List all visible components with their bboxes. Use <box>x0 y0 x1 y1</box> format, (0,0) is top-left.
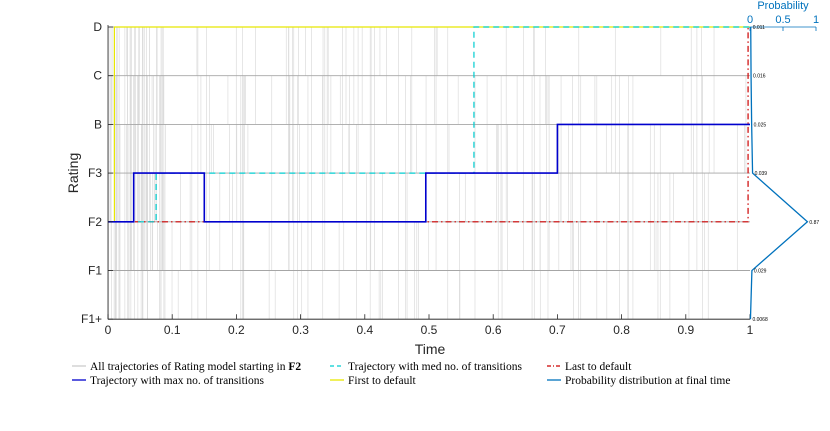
x-axis-title: Time <box>415 341 446 357</box>
legend-label: Trajectory with med no. of transitions <box>348 361 522 373</box>
probability-value-label: 0.87 <box>809 220 819 226</box>
legend-label: All trajectories of Rating model startin… <box>90 361 301 373</box>
y-tick-label: F3 <box>88 166 102 180</box>
legend-label-prefix: All trajectories of Rating model startin… <box>90 361 288 373</box>
legend-label-start-state: F2 <box>288 361 301 373</box>
probability-value-label: 0.029 <box>754 269 767 275</box>
trajectory-line <box>108 26 750 223</box>
trajectory-line <box>108 123 750 223</box>
x-tick-label: 0.9 <box>677 323 694 337</box>
x-tick-label: 0.6 <box>485 323 502 337</box>
x-tick-label: 0.8 <box>613 323 630 337</box>
legend-label: Trajectory with max no. of transitions <box>90 375 264 387</box>
probability-value-label: 0.0068 <box>752 317 768 323</box>
probability-tick-label: 0 <box>747 14 753 26</box>
y-tick-label: F2 <box>88 215 102 229</box>
probability-tick-label: 0.5 <box>775 14 790 26</box>
probability-axis-title: Probability <box>757 0 809 12</box>
x-tick-label: 0.2 <box>228 323 245 337</box>
x-tick-label: 0.5 <box>421 323 438 337</box>
probability-value-label: 0.025 <box>754 122 767 128</box>
probability-value-label: 0.016 <box>753 74 766 80</box>
probability-panel: Probability 0 0.5 1 0.0068 0.029 0.87 0.039 0.0… <box>747 0 819 323</box>
y-tick-label: D <box>93 20 102 34</box>
y-tick-label: F1+ <box>81 312 102 326</box>
y-tick-label: C <box>93 69 102 83</box>
probability-value-label: 0.011 <box>753 25 765 31</box>
x-tick-label: 0.4 <box>356 323 373 337</box>
x-tick-label: 0.1 <box>164 323 181 337</box>
y-axis-title: Rating <box>65 153 81 193</box>
legend-label: First to default <box>348 375 417 387</box>
trajectory-line <box>108 26 750 223</box>
x-tick-label: 0 <box>105 323 112 337</box>
x-tick-label: 0.7 <box>549 323 566 337</box>
x-tick-label: 0.3 <box>292 323 309 337</box>
axes: 0 0.1 0.2 0.3 0.4 0.5 0.6 0.7 0.8 0.9 1 F1+ F1 F2 F3 B C… <box>81 20 754 337</box>
legend-label: Probability distribution at final time <box>565 375 730 387</box>
probability-tick-label: 1 <box>813 14 819 26</box>
y-tick-label: F1 <box>88 264 102 278</box>
y-tick-label: B <box>94 117 102 131</box>
legend: All trajectories of Rating model startin… <box>72 361 730 387</box>
legend-label: Last to default <box>565 361 632 373</box>
x-tick-label: 1 <box>747 323 754 337</box>
probability-distribution-line <box>749 26 809 320</box>
probability-value-label: 0.039 <box>755 171 768 177</box>
